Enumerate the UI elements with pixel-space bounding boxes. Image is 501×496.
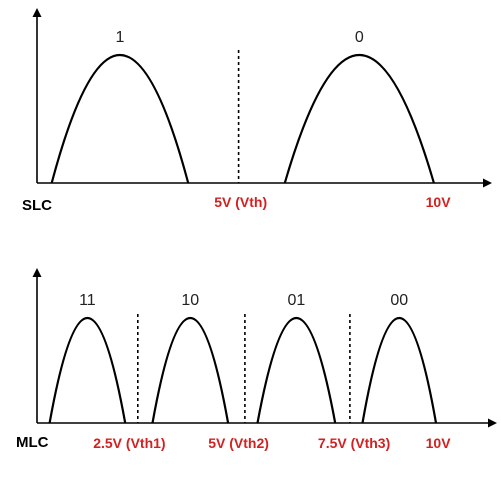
mlc-y-axis-arrow-icon (32, 268, 42, 277)
slc-state-curve-0 (283, 54, 435, 184)
mlc-state-label: 10 (181, 292, 199, 309)
mlc-panel: 11 10 01 00 MLC 2.5V (Vth1) 5V (Vth2) 7.5V (Vth… (16, 268, 497, 451)
mlc-state-curve-00 (361, 316, 438, 424)
slc-voltage-label: 5V (Vth) (214, 194, 267, 210)
mlc-state-label: 01 (287, 292, 305, 309)
mlc-voltage-label: 7.5V (Vth3) (318, 435, 390, 451)
mlc-panel-label: MLC (16, 434, 49, 451)
mlc-state-label: 11 (79, 292, 96, 309)
slc-state-label: 1 (115, 29, 124, 46)
mlc-state-curve-11 (48, 316, 127, 424)
slc-state-curve-1 (50, 53, 190, 184)
mlc-voltage-label: 5V (Vth2) (208, 435, 269, 451)
slc-panel: 1 0 SLC 5V (Vth) 10V (22, 8, 492, 214)
mlc-voltage-label: 10V (426, 435, 452, 451)
mlc-voltage-label: 2.5V (Vth1) (93, 435, 165, 451)
mlc-state-curve-10 (151, 316, 230, 424)
mlc-state-curve-01 (256, 316, 337, 424)
slc-y-axis-arrow-icon (32, 8, 42, 17)
slc-state-label: 0 (355, 29, 364, 46)
slc-panel-label: SLC (22, 197, 52, 214)
mlc-state-label: 00 (390, 292, 408, 309)
mlc-x-axis-arrow-icon (488, 418, 497, 428)
slc-voltage-label: 10V (426, 194, 452, 210)
slc-x-axis-arrow-icon (483, 178, 492, 188)
